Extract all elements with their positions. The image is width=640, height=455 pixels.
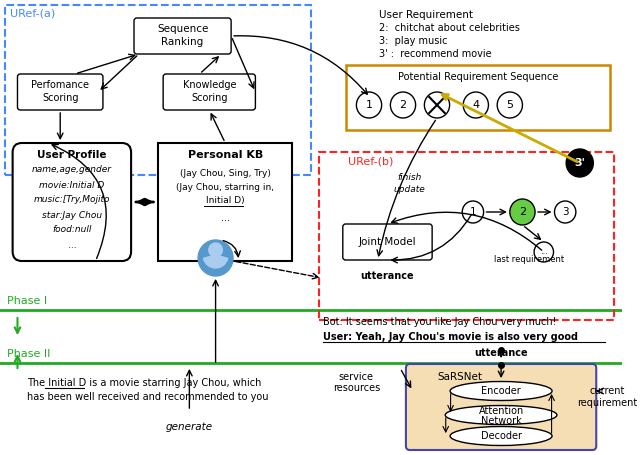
Circle shape xyxy=(463,92,488,118)
Text: update: update xyxy=(394,186,426,194)
Ellipse shape xyxy=(450,381,552,400)
Text: star:Jay Chou: star:Jay Chou xyxy=(42,211,102,219)
Text: URef-(a): URef-(a) xyxy=(10,8,55,18)
Text: ...: ... xyxy=(221,213,230,223)
Text: Phase I: Phase I xyxy=(7,296,47,306)
Ellipse shape xyxy=(450,426,552,445)
FancyBboxPatch shape xyxy=(406,364,596,450)
Text: utterance: utterance xyxy=(474,348,528,358)
Text: 3': 3' xyxy=(574,158,585,168)
Text: Network: Network xyxy=(481,416,522,426)
Text: User: Yeah, Jay Chou's movie is also very good: User: Yeah, Jay Chou's movie is also ver… xyxy=(323,332,579,342)
Text: Encoder: Encoder xyxy=(481,386,521,396)
Text: finish: finish xyxy=(397,172,422,182)
Bar xyxy=(5,5,311,175)
Text: last requirement: last requirement xyxy=(494,256,564,264)
Circle shape xyxy=(390,92,415,118)
Wedge shape xyxy=(204,255,228,268)
Bar xyxy=(346,65,610,130)
Ellipse shape xyxy=(445,405,557,425)
Bar xyxy=(319,152,614,320)
Text: User Profile: User Profile xyxy=(37,150,107,160)
Text: 2: 2 xyxy=(399,100,406,110)
FancyBboxPatch shape xyxy=(134,18,231,54)
Text: Joint Model: Joint Model xyxy=(358,237,416,247)
Text: Phase II: Phase II xyxy=(7,349,50,359)
Text: 1: 1 xyxy=(470,207,476,217)
Bar xyxy=(158,143,292,261)
Text: has been well received and recommended to you: has been well received and recommended t… xyxy=(27,392,269,402)
Text: 4: 4 xyxy=(472,100,479,110)
Text: URef-(b): URef-(b) xyxy=(348,157,393,167)
Text: User Requirement: User Requirement xyxy=(379,10,473,20)
Text: food:null: food:null xyxy=(52,226,92,234)
Text: service: service xyxy=(339,372,374,382)
Circle shape xyxy=(554,201,576,223)
Text: Potential Requirement Sequence: Potential Requirement Sequence xyxy=(397,72,558,82)
Text: Sequence: Sequence xyxy=(157,24,208,34)
Text: Decoder: Decoder xyxy=(481,431,522,441)
Text: 2: 2 xyxy=(519,207,526,217)
Text: Attention: Attention xyxy=(479,406,524,416)
Text: Scoring: Scoring xyxy=(191,93,228,103)
Text: requirement: requirement xyxy=(577,398,637,408)
FancyBboxPatch shape xyxy=(163,74,255,110)
Text: The Initial D is a movie starring Jay Chou, which: The Initial D is a movie starring Jay Ch… xyxy=(27,378,262,388)
Text: (Jay Chou, Sing, Try): (Jay Chou, Sing, Try) xyxy=(180,168,271,177)
FancyBboxPatch shape xyxy=(17,74,103,110)
Text: 3' :  recommend movie: 3' : recommend movie xyxy=(379,49,492,59)
Text: 3: 3 xyxy=(562,207,568,217)
Text: Knowledge: Knowledge xyxy=(182,80,236,90)
FancyBboxPatch shape xyxy=(13,143,131,261)
Text: Ranking: Ranking xyxy=(161,37,204,47)
Text: (Jay Chou, starring in,: (Jay Chou, starring in, xyxy=(176,182,275,192)
Text: ...: ... xyxy=(68,241,76,249)
Text: ...: ... xyxy=(540,248,548,257)
Text: 3:  play music: 3: play music xyxy=(379,36,447,46)
FancyBboxPatch shape xyxy=(343,224,432,260)
Text: movie:Initial D: movie:Initial D xyxy=(39,181,104,189)
Text: utterance: utterance xyxy=(361,271,414,281)
Text: SaRSNet: SaRSNet xyxy=(437,372,482,382)
Circle shape xyxy=(209,243,222,257)
Circle shape xyxy=(566,149,593,177)
Text: Scoring: Scoring xyxy=(42,93,79,103)
Circle shape xyxy=(198,240,233,276)
Text: Perfomance: Perfomance xyxy=(31,80,89,90)
Text: 1: 1 xyxy=(365,100,372,110)
Text: 2:  chitchat about celebrities: 2: chitchat about celebrities xyxy=(379,23,520,33)
Circle shape xyxy=(462,201,484,223)
Text: music:[Try,Mojito: music:[Try,Mojito xyxy=(34,196,110,204)
Text: generate: generate xyxy=(166,422,213,432)
Circle shape xyxy=(534,242,554,262)
Circle shape xyxy=(424,92,450,118)
Text: name,age,gender: name,age,gender xyxy=(32,166,112,175)
Text: resources: resources xyxy=(333,383,380,393)
Text: Initial D): Initial D) xyxy=(206,197,244,206)
Text: 5: 5 xyxy=(506,100,513,110)
Circle shape xyxy=(497,92,522,118)
Text: Bot: It seems that you like Jay Chou very much!: Bot: It seems that you like Jay Chou ver… xyxy=(323,317,557,327)
Circle shape xyxy=(356,92,381,118)
Circle shape xyxy=(510,199,535,225)
Text: current: current xyxy=(589,386,625,396)
Text: Personal KB: Personal KB xyxy=(188,150,263,160)
